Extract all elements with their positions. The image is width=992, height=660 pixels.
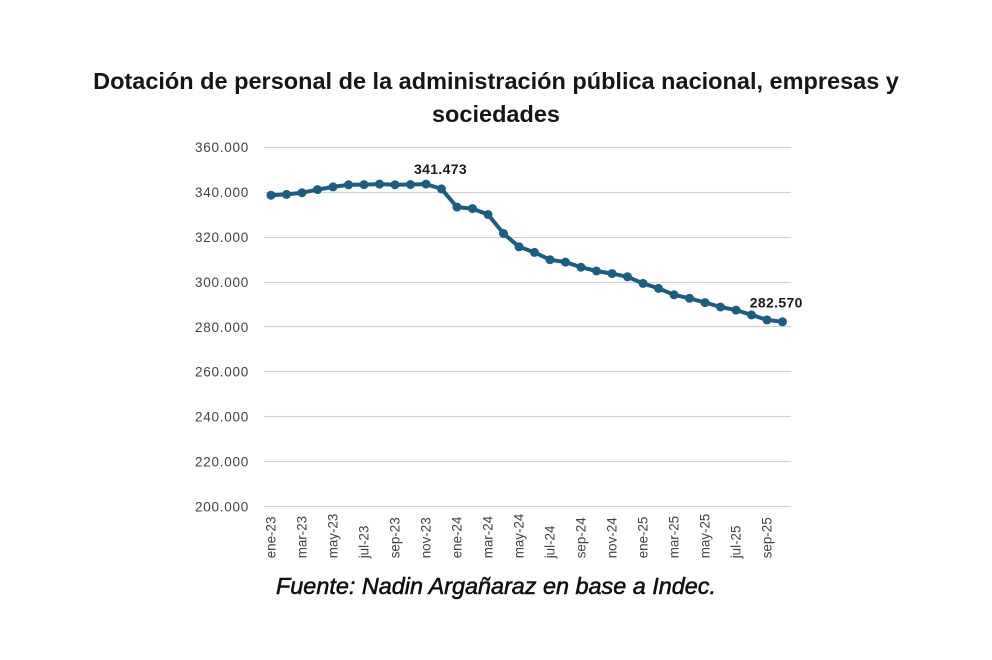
svg-text:mar-25: mar-25 [667, 516, 682, 558]
svg-text:341.473: 341.473 [414, 161, 467, 177]
svg-text:jul-23: jul-23 [357, 526, 372, 560]
svg-text:260.000: 260.000 [195, 365, 249, 380]
svg-text:mar-24: mar-24 [481, 515, 496, 558]
svg-text:282.570: 282.570 [750, 295, 803, 311]
svg-text:jul-24: jul-24 [543, 525, 558, 559]
svg-text:240.000: 240.000 [195, 410, 249, 425]
svg-text:sep-23: sep-23 [388, 517, 403, 558]
svg-text:360.000: 360.000 [195, 140, 249, 155]
svg-text:sep-24: sep-24 [574, 517, 589, 558]
svg-text:may-23: may-23 [326, 514, 341, 559]
svg-text:220.000: 220.000 [195, 455, 249, 470]
svg-text:ene-25: ene-25 [636, 517, 651, 559]
svg-text:200.000: 200.000 [195, 499, 249, 514]
svg-text:ene-23: ene-23 [264, 517, 279, 559]
svg-text:nov-23: nov-23 [419, 517, 434, 558]
svg-text:320.000: 320.000 [195, 230, 249, 245]
svg-text:jul-25: jul-25 [729, 526, 744, 560]
svg-text:280.000: 280.000 [195, 320, 249, 335]
svg-text:may-24: may-24 [512, 513, 527, 558]
svg-text:may-25: may-25 [698, 514, 713, 559]
svg-text:340.000: 340.000 [195, 185, 249, 200]
svg-text:mar-23: mar-23 [295, 516, 310, 558]
svg-text:nov-24: nov-24 [605, 517, 620, 558]
svg-text:ene-24: ene-24 [450, 516, 465, 558]
svg-text:300.000: 300.000 [195, 275, 249, 290]
svg-text:sep-25: sep-25 [760, 517, 775, 558]
